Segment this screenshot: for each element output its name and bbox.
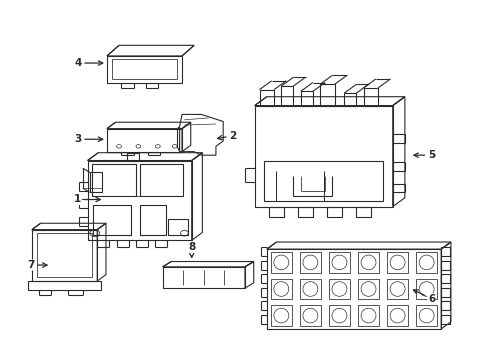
Text: 5: 5 [414,150,435,160]
Bar [387,279,408,300]
Text: 2: 2 [218,131,237,141]
Bar [300,252,321,273]
Bar [140,204,166,235]
Bar [37,233,93,278]
Text: 8: 8 [188,242,196,257]
Bar [265,161,383,201]
Bar [163,267,245,288]
Bar [344,93,356,105]
Bar [300,279,321,300]
Bar [329,305,350,326]
Bar [441,301,450,310]
Bar [329,252,350,273]
Bar [358,305,379,326]
Bar [327,207,342,217]
Bar [441,247,450,256]
Bar [269,207,284,217]
Text: 3: 3 [74,134,103,144]
Bar [281,86,294,105]
Text: 6: 6 [414,290,435,304]
Bar [255,105,393,207]
Bar [416,305,437,326]
Bar [358,279,379,300]
Bar [416,279,437,300]
Bar [320,84,335,105]
Bar [270,252,292,273]
Bar [329,279,350,300]
Bar [441,288,450,297]
Bar [267,249,441,329]
Text: 4: 4 [74,58,103,68]
Bar [301,91,313,105]
Bar [107,56,182,82]
Bar [387,305,408,326]
Bar [28,281,101,290]
Bar [107,129,182,152]
Bar [127,153,139,161]
Text: 7: 7 [27,260,47,270]
Bar [364,88,378,105]
Bar [358,252,379,273]
Bar [356,207,371,217]
Bar [260,90,274,105]
Bar [441,274,450,283]
Bar [441,315,450,324]
Bar [298,207,313,217]
Bar [441,261,450,270]
Bar [300,305,321,326]
Bar [140,165,183,197]
Bar [94,204,131,235]
Bar [270,305,292,326]
Bar [168,219,188,235]
Bar [387,252,408,273]
Text: 1: 1 [74,194,100,204]
Bar [88,161,192,240]
Bar [93,165,136,197]
Bar [90,172,102,192]
Bar [270,279,292,300]
Bar [416,252,437,273]
Bar [32,230,97,281]
